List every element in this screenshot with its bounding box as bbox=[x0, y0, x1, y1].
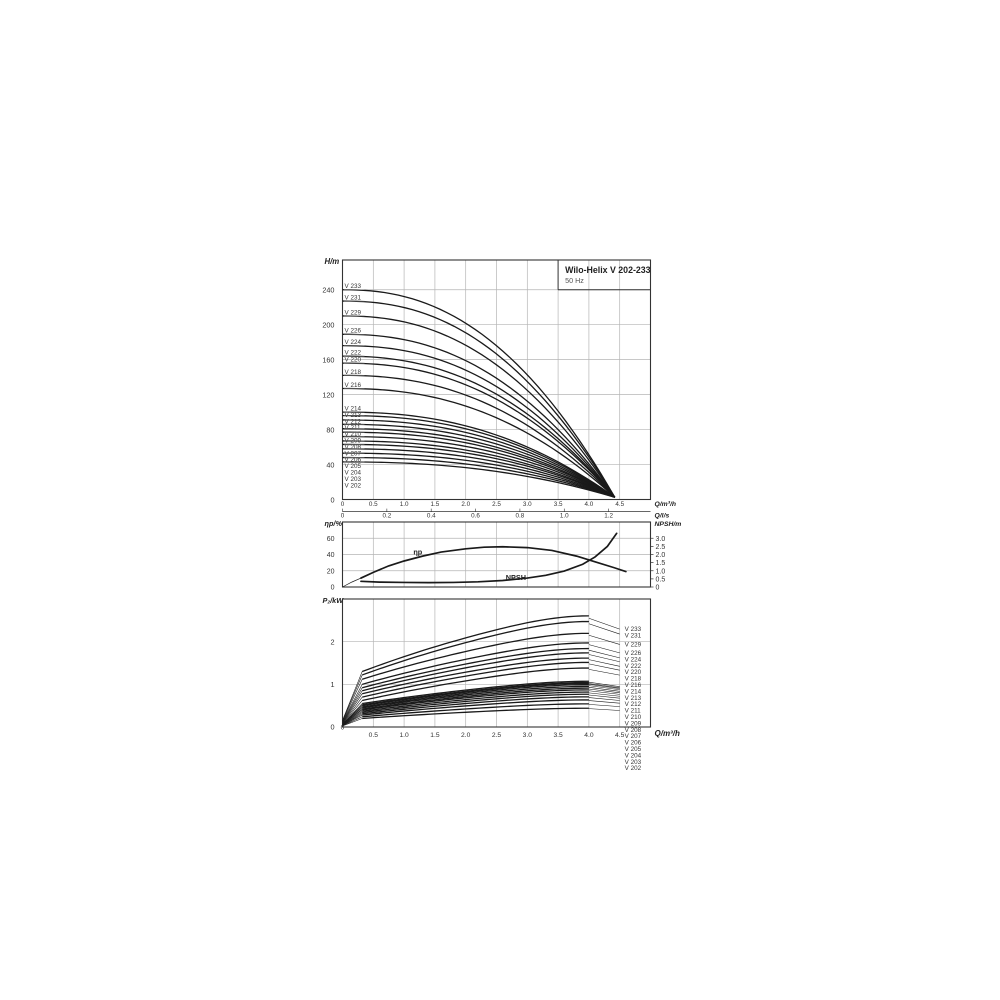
svg-text:1.0: 1.0 bbox=[560, 512, 569, 519]
svg-text:160: 160 bbox=[322, 355, 334, 364]
svg-text:P₂/kW: P₂/kW bbox=[323, 596, 345, 605]
svg-text:200: 200 bbox=[322, 320, 334, 329]
svg-text:V 226: V 226 bbox=[345, 328, 362, 335]
svg-text:1: 1 bbox=[330, 680, 334, 689]
svg-text:0: 0 bbox=[330, 723, 334, 732]
svg-text:20: 20 bbox=[327, 568, 335, 575]
svg-text:0.6: 0.6 bbox=[471, 512, 480, 519]
svg-text:120: 120 bbox=[322, 390, 334, 399]
svg-text:NPSH: NPSH bbox=[506, 573, 526, 582]
svg-text:40: 40 bbox=[326, 460, 334, 469]
svg-text:0.4: 0.4 bbox=[427, 512, 436, 519]
svg-text:2.5: 2.5 bbox=[492, 732, 502, 739]
svg-text:V 222: V 222 bbox=[345, 350, 362, 357]
svg-text:2.5: 2.5 bbox=[656, 544, 666, 551]
svg-text:Q/m³/h: Q/m³/h bbox=[655, 501, 677, 508]
svg-text:NPSH/m: NPSH/m bbox=[655, 521, 682, 528]
svg-text:1.0: 1.0 bbox=[656, 568, 666, 575]
svg-text:V 202: V 202 bbox=[625, 765, 642, 772]
svg-text:Q/m³/h: Q/m³/h bbox=[655, 729, 680, 738]
svg-text:0.5: 0.5 bbox=[369, 732, 379, 739]
svg-text:H/m: H/m bbox=[325, 257, 340, 266]
svg-text:0.5: 0.5 bbox=[369, 501, 378, 508]
svg-text:0: 0 bbox=[330, 495, 334, 504]
svg-text:0.5: 0.5 bbox=[656, 576, 666, 583]
svg-text:V 220: V 220 bbox=[345, 357, 362, 364]
svg-text:V 231: V 231 bbox=[345, 294, 362, 301]
svg-text:0.2: 0.2 bbox=[382, 512, 391, 519]
svg-text:0: 0 bbox=[331, 585, 335, 592]
svg-text:2.5: 2.5 bbox=[492, 501, 501, 508]
svg-text:V 224: V 224 bbox=[345, 339, 362, 346]
svg-text:4.5: 4.5 bbox=[615, 501, 624, 508]
svg-text:1.0: 1.0 bbox=[400, 501, 409, 508]
svg-text:V 218: V 218 bbox=[345, 369, 362, 376]
svg-text:V 229: V 229 bbox=[625, 642, 642, 649]
svg-text:0.8: 0.8 bbox=[516, 512, 525, 519]
svg-text:3.5: 3.5 bbox=[554, 501, 563, 508]
svg-text:ηp/%: ηp/% bbox=[325, 519, 343, 528]
svg-text:0: 0 bbox=[656, 585, 660, 592]
svg-text:50 Hz: 50 Hz bbox=[565, 276, 584, 285]
svg-text:1.2: 1.2 bbox=[604, 512, 613, 519]
svg-text:V 202: V 202 bbox=[345, 482, 362, 489]
svg-text:V 229: V 229 bbox=[345, 309, 362, 316]
svg-text:2.0: 2.0 bbox=[461, 501, 470, 508]
svg-text:2.0: 2.0 bbox=[461, 732, 471, 739]
svg-text:1.5: 1.5 bbox=[656, 560, 666, 567]
svg-text:1.5: 1.5 bbox=[430, 732, 440, 739]
svg-text:3.0: 3.0 bbox=[523, 732, 533, 739]
svg-text:0: 0 bbox=[341, 725, 345, 732]
svg-text:40: 40 bbox=[327, 552, 335, 559]
svg-text:4.0: 4.0 bbox=[584, 732, 594, 739]
svg-text:240: 240 bbox=[322, 286, 334, 295]
svg-text:3.5: 3.5 bbox=[553, 732, 563, 739]
svg-text:60: 60 bbox=[327, 536, 335, 543]
svg-text:V 233: V 233 bbox=[345, 283, 362, 290]
svg-text:2.0: 2.0 bbox=[656, 552, 666, 559]
svg-text:0: 0 bbox=[341, 501, 345, 508]
svg-text:4.5: 4.5 bbox=[615, 732, 625, 739]
svg-text:Q/l/s: Q/l/s bbox=[655, 512, 670, 519]
svg-text:V 231: V 231 bbox=[625, 633, 642, 640]
svg-text:1.5: 1.5 bbox=[431, 501, 440, 508]
svg-text:3.0: 3.0 bbox=[656, 536, 666, 543]
svg-text:ηp: ηp bbox=[413, 548, 422, 557]
svg-text:2: 2 bbox=[330, 637, 334, 646]
svg-text:80: 80 bbox=[326, 425, 334, 434]
svg-text:Wilo-Helix V 202-233: Wilo-Helix V 202-233 bbox=[565, 265, 651, 275]
svg-text:3.0: 3.0 bbox=[523, 501, 532, 508]
svg-text:V 216: V 216 bbox=[345, 382, 362, 389]
svg-text:4.0: 4.0 bbox=[585, 501, 594, 508]
svg-text:1.0: 1.0 bbox=[399, 732, 409, 739]
